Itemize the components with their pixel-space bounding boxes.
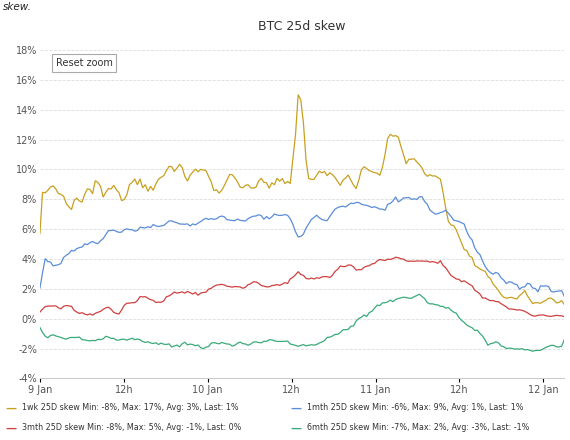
Text: 6mth 25D skew Min: -7%, Max: 2%, Avg: -3%, Last: -1%: 6mth 25D skew Min: -7%, Max: 2%, Avg: -3… [307, 423, 529, 432]
Text: 3mth 25D skew Min: -8%, Max: 5%, Avg: -1%, Last: 0%: 3mth 25D skew Min: -8%, Max: 5%, Avg: -1… [22, 423, 241, 432]
Text: skew.: skew. [3, 2, 32, 12]
Text: —: — [6, 404, 17, 414]
Text: —: — [291, 404, 302, 414]
Text: Reset zoom: Reset zoom [56, 58, 112, 68]
Text: —: — [291, 424, 302, 433]
Text: —: — [6, 424, 17, 433]
Title: BTC 25d skew: BTC 25d skew [258, 20, 346, 33]
Text: 1mth 25D skew Min: -6%, Max: 9%, Avg: 1%, Last: 1%: 1mth 25D skew Min: -6%, Max: 9%, Avg: 1%… [307, 403, 523, 412]
Text: 1wk 25D skew Min: -8%, Max: 17%, Avg: 3%, Last: 1%: 1wk 25D skew Min: -8%, Max: 17%, Avg: 3%… [22, 403, 238, 412]
